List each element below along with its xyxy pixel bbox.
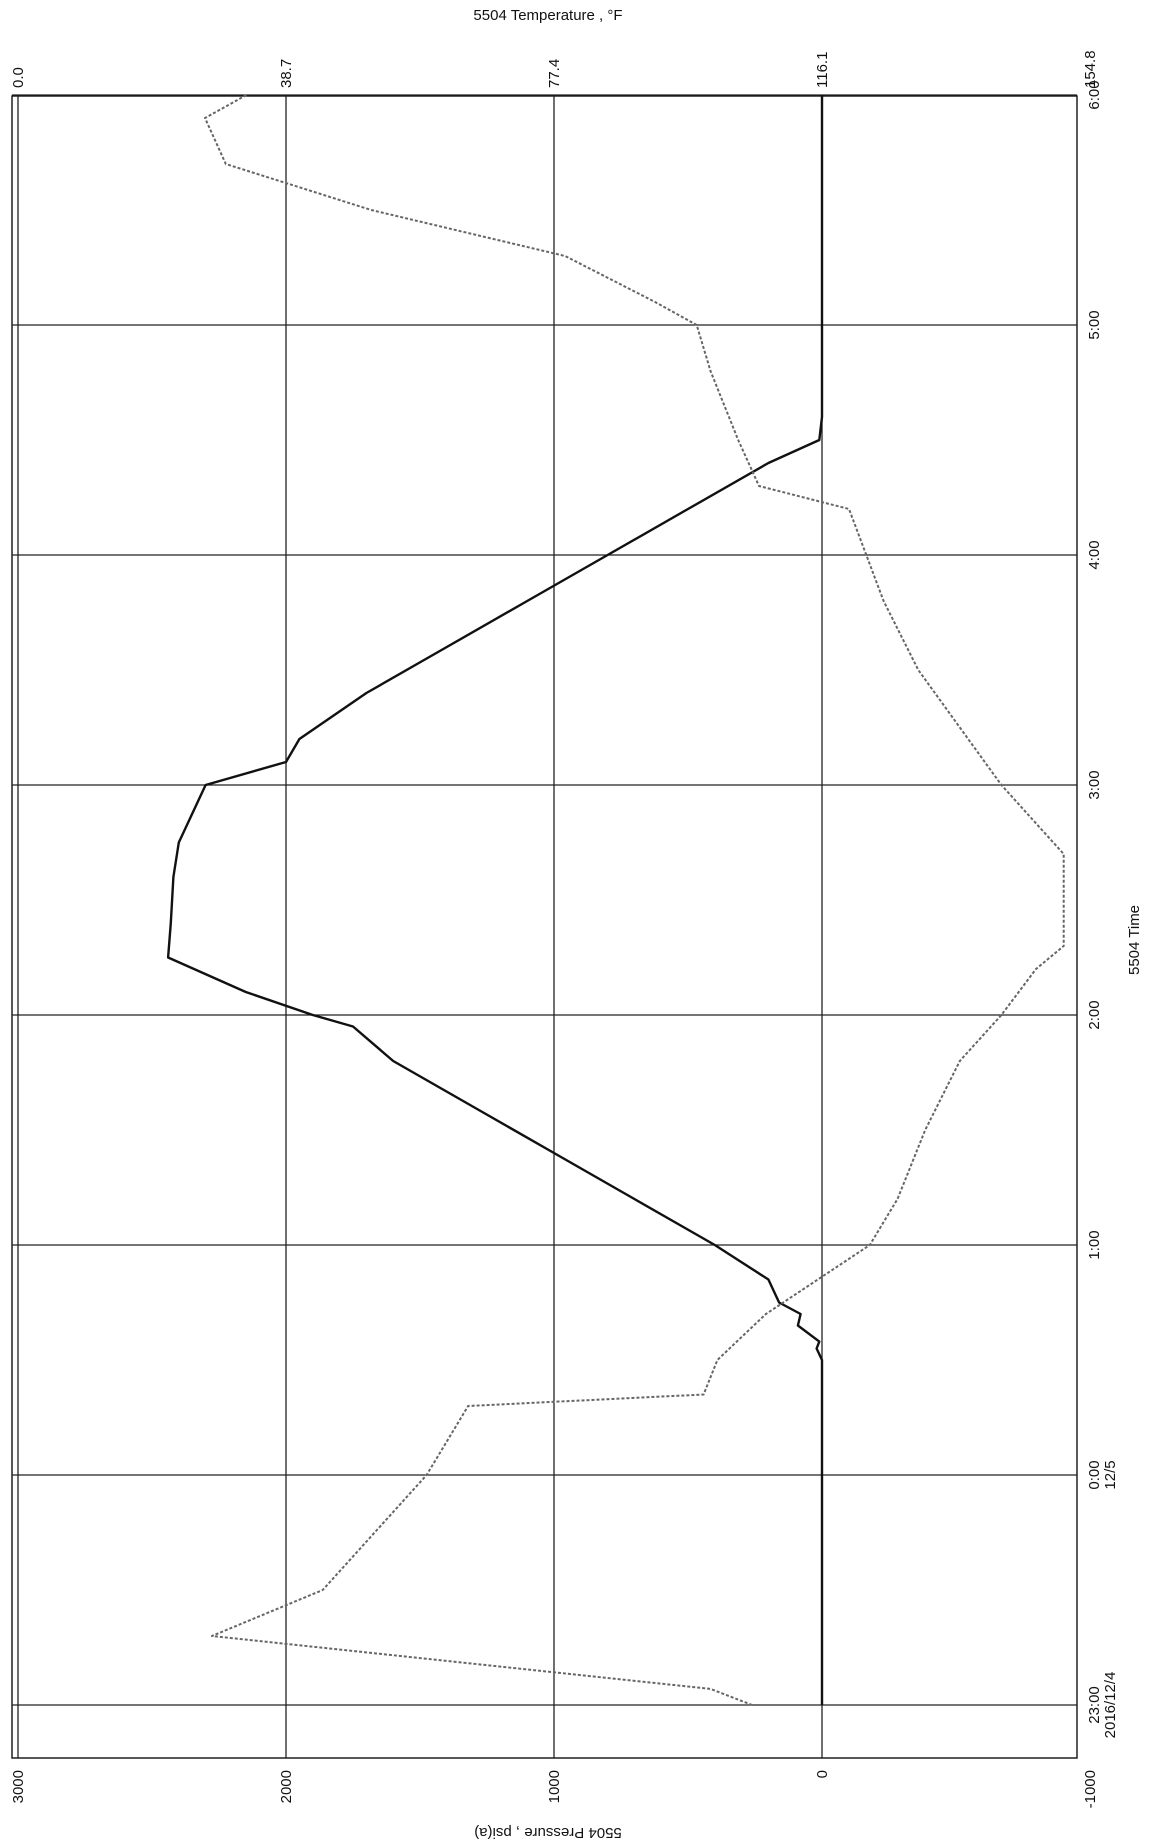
time-tick-sublabel: 2016/12/4 <box>1102 1672 1119 1739</box>
time-tick-label: 0:00 <box>1086 1460 1103 1489</box>
pressure-tick-label: 3000 <box>10 1770 27 1803</box>
time-axis-title: 5504 Time <box>1126 905 1143 975</box>
temperature-tick-label: 77.4 <box>546 59 563 88</box>
series-layer <box>166 94 1065 1706</box>
plot-frame <box>11 95 1078 1759</box>
temperature-tick-label: 38.7 <box>278 59 295 88</box>
time-tick-label: 4:00 <box>1086 540 1103 569</box>
temperature-tick-label: 116.1 <box>814 52 831 88</box>
time-tick-label: 5:00 <box>1086 310 1103 339</box>
pressure-tick-label: 1000 <box>546 1770 563 1803</box>
pressure-tick-label: 2000 <box>278 1770 295 1803</box>
temperature-tick-label: 0.0 <box>10 67 27 88</box>
time-tick-label: 2:00 <box>1086 1000 1103 1029</box>
pressure-tick-label: 0 <box>814 1770 831 1778</box>
time-tick-label: 23:00 <box>1086 1686 1103 1724</box>
pressure-series-line <box>166 95 824 1705</box>
temperature-axis-title: 5504 Temperature , °F <box>473 7 622 24</box>
time-tick-sublabel: 12/5 <box>1102 1460 1119 1489</box>
temperature-series-line <box>204 94 1065 1706</box>
time-tick-label: 3:00 <box>1086 770 1103 799</box>
pressure-tick-label: -1000 <box>1082 1770 1099 1808</box>
time-tick-label: 1:00 <box>1086 1230 1103 1259</box>
grid-lines <box>12 94 1077 1758</box>
pressure-axis-title: 5504 Pressure , psi(a) <box>474 1824 622 1841</box>
temperature-tick-label: 154.8 <box>1082 50 1099 88</box>
tick-labels: 3000 2000 1000 0 -1000 154.8 116.1 77.4 38.7 0.0 2… <box>10 50 1119 1808</box>
time-tick-label: 6:00 <box>1086 80 1103 109</box>
